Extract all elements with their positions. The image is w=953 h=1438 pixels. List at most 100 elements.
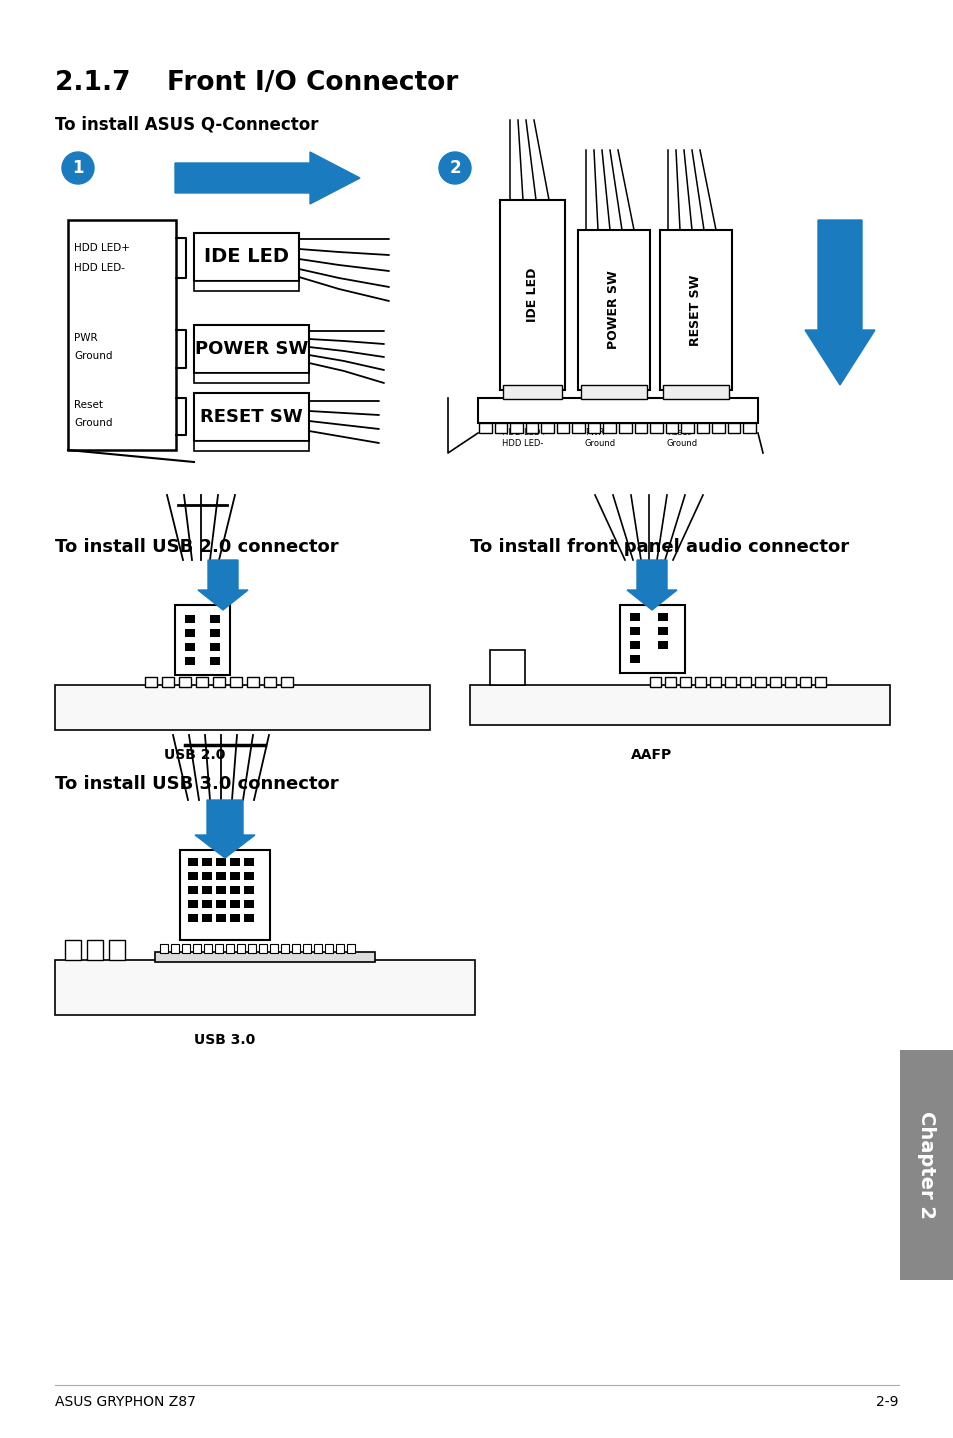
Polygon shape	[174, 152, 359, 204]
FancyBboxPatch shape	[572, 423, 584, 433]
FancyBboxPatch shape	[665, 423, 678, 433]
Bar	[185, 643, 194, 651]
Bar	[182, 943, 190, 953]
Bar	[230, 900, 240, 907]
Bar	[188, 886, 198, 894]
Text: Ground: Ground	[584, 439, 616, 449]
Bar	[800, 677, 810, 687]
Text: To install USB 3.0 connector: To install USB 3.0 connector	[55, 775, 338, 792]
Bar	[664, 677, 676, 687]
Bar	[236, 943, 245, 953]
Bar	[247, 677, 258, 687]
FancyBboxPatch shape	[193, 441, 309, 452]
FancyBboxPatch shape	[634, 423, 646, 433]
Text: HDD LED-: HDD LED-	[501, 439, 543, 449]
Polygon shape	[470, 684, 889, 725]
Bar	[204, 943, 212, 953]
FancyBboxPatch shape	[619, 605, 684, 673]
Bar	[244, 871, 253, 880]
Polygon shape	[55, 684, 430, 731]
FancyBboxPatch shape	[603, 423, 616, 433]
FancyBboxPatch shape	[540, 423, 553, 433]
Bar	[215, 915, 226, 922]
FancyBboxPatch shape	[680, 423, 693, 433]
Text: USB 3.0: USB 3.0	[194, 1032, 255, 1047]
FancyBboxPatch shape	[193, 372, 309, 383]
Bar	[65, 940, 81, 961]
FancyBboxPatch shape	[578, 230, 649, 390]
Bar	[215, 858, 226, 866]
Bar	[188, 858, 198, 866]
Bar	[210, 643, 220, 651]
Text: 2-9: 2-9	[876, 1395, 898, 1409]
Bar	[769, 677, 781, 687]
Text: To install USB 2.0 connector: To install USB 2.0 connector	[55, 538, 338, 557]
Bar	[202, 900, 212, 907]
FancyBboxPatch shape	[193, 393, 309, 441]
Bar	[281, 677, 293, 687]
Bar	[87, 940, 103, 961]
Bar	[210, 657, 220, 664]
Text: POWER SW: POWER SW	[194, 339, 308, 358]
Bar	[202, 915, 212, 922]
Text: RESET SW: RESET SW	[200, 408, 302, 426]
Bar	[244, 915, 253, 922]
Polygon shape	[198, 559, 248, 610]
Bar	[258, 943, 267, 953]
Bar	[658, 641, 667, 649]
Bar	[695, 677, 705, 687]
Polygon shape	[194, 800, 254, 858]
Bar	[188, 871, 198, 880]
Bar	[490, 650, 524, 684]
Bar	[270, 943, 277, 953]
FancyBboxPatch shape	[712, 423, 724, 433]
Bar	[248, 943, 255, 953]
Bar	[230, 871, 240, 880]
Text: RESET SW: RESET SW	[689, 275, 701, 345]
Bar	[629, 627, 639, 636]
Bar	[629, 654, 639, 663]
Bar	[724, 677, 735, 687]
FancyBboxPatch shape	[494, 423, 507, 433]
Bar	[210, 628, 220, 637]
FancyBboxPatch shape	[659, 230, 731, 390]
Bar	[162, 677, 173, 687]
FancyBboxPatch shape	[618, 423, 631, 433]
Bar	[335, 943, 344, 953]
Text: 1: 1	[72, 160, 84, 177]
Text: 2.1.7    Front I/O Connector: 2.1.7 Front I/O Connector	[55, 70, 457, 96]
FancyBboxPatch shape	[525, 423, 537, 433]
Bar	[292, 943, 299, 953]
FancyBboxPatch shape	[154, 952, 375, 962]
FancyBboxPatch shape	[477, 398, 758, 423]
Bar	[213, 677, 225, 687]
FancyBboxPatch shape	[696, 423, 709, 433]
Text: HDD LED+: HDD LED+	[74, 243, 130, 253]
Bar	[202, 886, 212, 894]
FancyBboxPatch shape	[499, 200, 564, 390]
Bar	[281, 943, 289, 953]
FancyBboxPatch shape	[478, 423, 491, 433]
Bar	[202, 858, 212, 866]
FancyBboxPatch shape	[662, 385, 728, 398]
Bar	[303, 943, 311, 953]
Text: 2: 2	[449, 160, 460, 177]
FancyBboxPatch shape	[557, 423, 569, 433]
Bar	[679, 677, 690, 687]
Bar	[314, 943, 322, 953]
Bar	[629, 641, 639, 649]
Bar	[629, 613, 639, 621]
Bar	[202, 871, 212, 880]
FancyBboxPatch shape	[580, 385, 646, 398]
Text: Chapter 2: Chapter 2	[917, 1112, 936, 1219]
Bar	[814, 677, 825, 687]
Bar	[215, 871, 226, 880]
Bar	[185, 615, 194, 623]
FancyBboxPatch shape	[180, 850, 270, 940]
Text: PWR: PWR	[584, 429, 603, 437]
Text: Reset: Reset	[666, 429, 690, 437]
FancyBboxPatch shape	[649, 423, 662, 433]
Text: HDD LED+: HDD LED+	[501, 429, 547, 437]
Text: Ground: Ground	[666, 439, 698, 449]
Text: USB 2.0: USB 2.0	[164, 748, 226, 762]
